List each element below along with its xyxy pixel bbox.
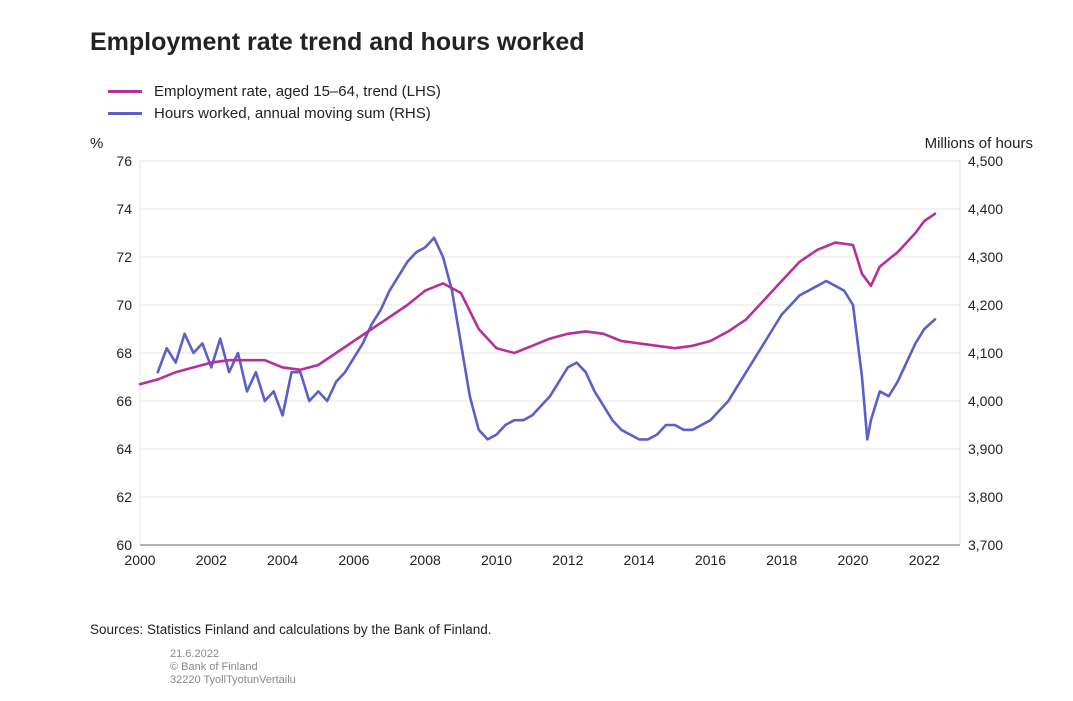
svg-text:72: 72 [116, 249, 132, 265]
legend-swatch-1 [108, 112, 142, 115]
svg-text:62: 62 [116, 489, 132, 505]
svg-text:2006: 2006 [338, 552, 369, 568]
svg-text:2002: 2002 [196, 552, 227, 568]
plot-svg: 60 62 64 66 68 70 72 74 76 3,700 3,800 3,900 4,000 4,… [90, 155, 1010, 575]
chart-container: Employment rate trend and hours worked E… [0, 0, 1073, 701]
meta-copyright: © Bank of Finland [170, 661, 296, 674]
svg-text:76: 76 [116, 155, 132, 169]
svg-text:2000: 2000 [124, 552, 155, 568]
legend-swatch-0 [108, 90, 142, 93]
svg-text:74: 74 [116, 201, 132, 217]
svg-text:4,500: 4,500 [968, 155, 1003, 169]
svg-text:60: 60 [116, 537, 132, 553]
svg-text:64: 64 [116, 441, 132, 457]
svg-text:2014: 2014 [624, 552, 655, 568]
svg-text:4,000: 4,000 [968, 393, 1003, 409]
svg-text:2010: 2010 [481, 552, 512, 568]
svg-text:4,400: 4,400 [968, 201, 1003, 217]
meta-date: 21.6.2022 [170, 648, 296, 661]
y-axis-right-label: Millions of hours [925, 135, 1033, 152]
svg-text:3,700: 3,700 [968, 537, 1003, 553]
y-axis-left-label: % [90, 135, 103, 152]
svg-text:2012: 2012 [552, 552, 583, 568]
legend-item-0: Employment rate, aged 15–64, trend (LHS) [108, 80, 441, 102]
chart-title: Employment rate trend and hours worked [90, 28, 585, 57]
legend-label-0: Employment rate, aged 15–64, trend (LHS) [154, 83, 441, 100]
svg-text:2004: 2004 [267, 552, 298, 568]
legend-label-1: Hours worked, annual moving sum (RHS) [154, 105, 431, 122]
meta-code: 32220 TyollTyotunVertailu [170, 674, 296, 687]
legend-item-1: Hours worked, annual moving sum (RHS) [108, 102, 441, 124]
svg-text:70: 70 [116, 297, 132, 313]
svg-text:4,300: 4,300 [968, 249, 1003, 265]
svg-text:4,100: 4,100 [968, 345, 1003, 361]
svg-text:2008: 2008 [410, 552, 441, 568]
svg-text:2016: 2016 [695, 552, 726, 568]
source-footnote: Sources: Statistics Finland and calculat… [90, 622, 491, 637]
legend: Employment rate, aged 15–64, trend (LHS)… [108, 80, 441, 124]
plot-area: 60 62 64 66 68 70 72 74 76 3,700 3,800 3,900 4,000 4,… [90, 155, 1010, 575]
svg-text:2018: 2018 [766, 552, 797, 568]
svg-text:2022: 2022 [909, 552, 940, 568]
svg-text:2020: 2020 [837, 552, 868, 568]
meta-block: 21.6.2022 © Bank of Finland 32220 TyollT… [170, 648, 296, 688]
svg-text:3,800: 3,800 [968, 489, 1003, 505]
svg-text:68: 68 [116, 345, 132, 361]
svg-text:4,200: 4,200 [968, 297, 1003, 313]
svg-text:66: 66 [116, 393, 132, 409]
svg-text:3,900: 3,900 [968, 441, 1003, 457]
